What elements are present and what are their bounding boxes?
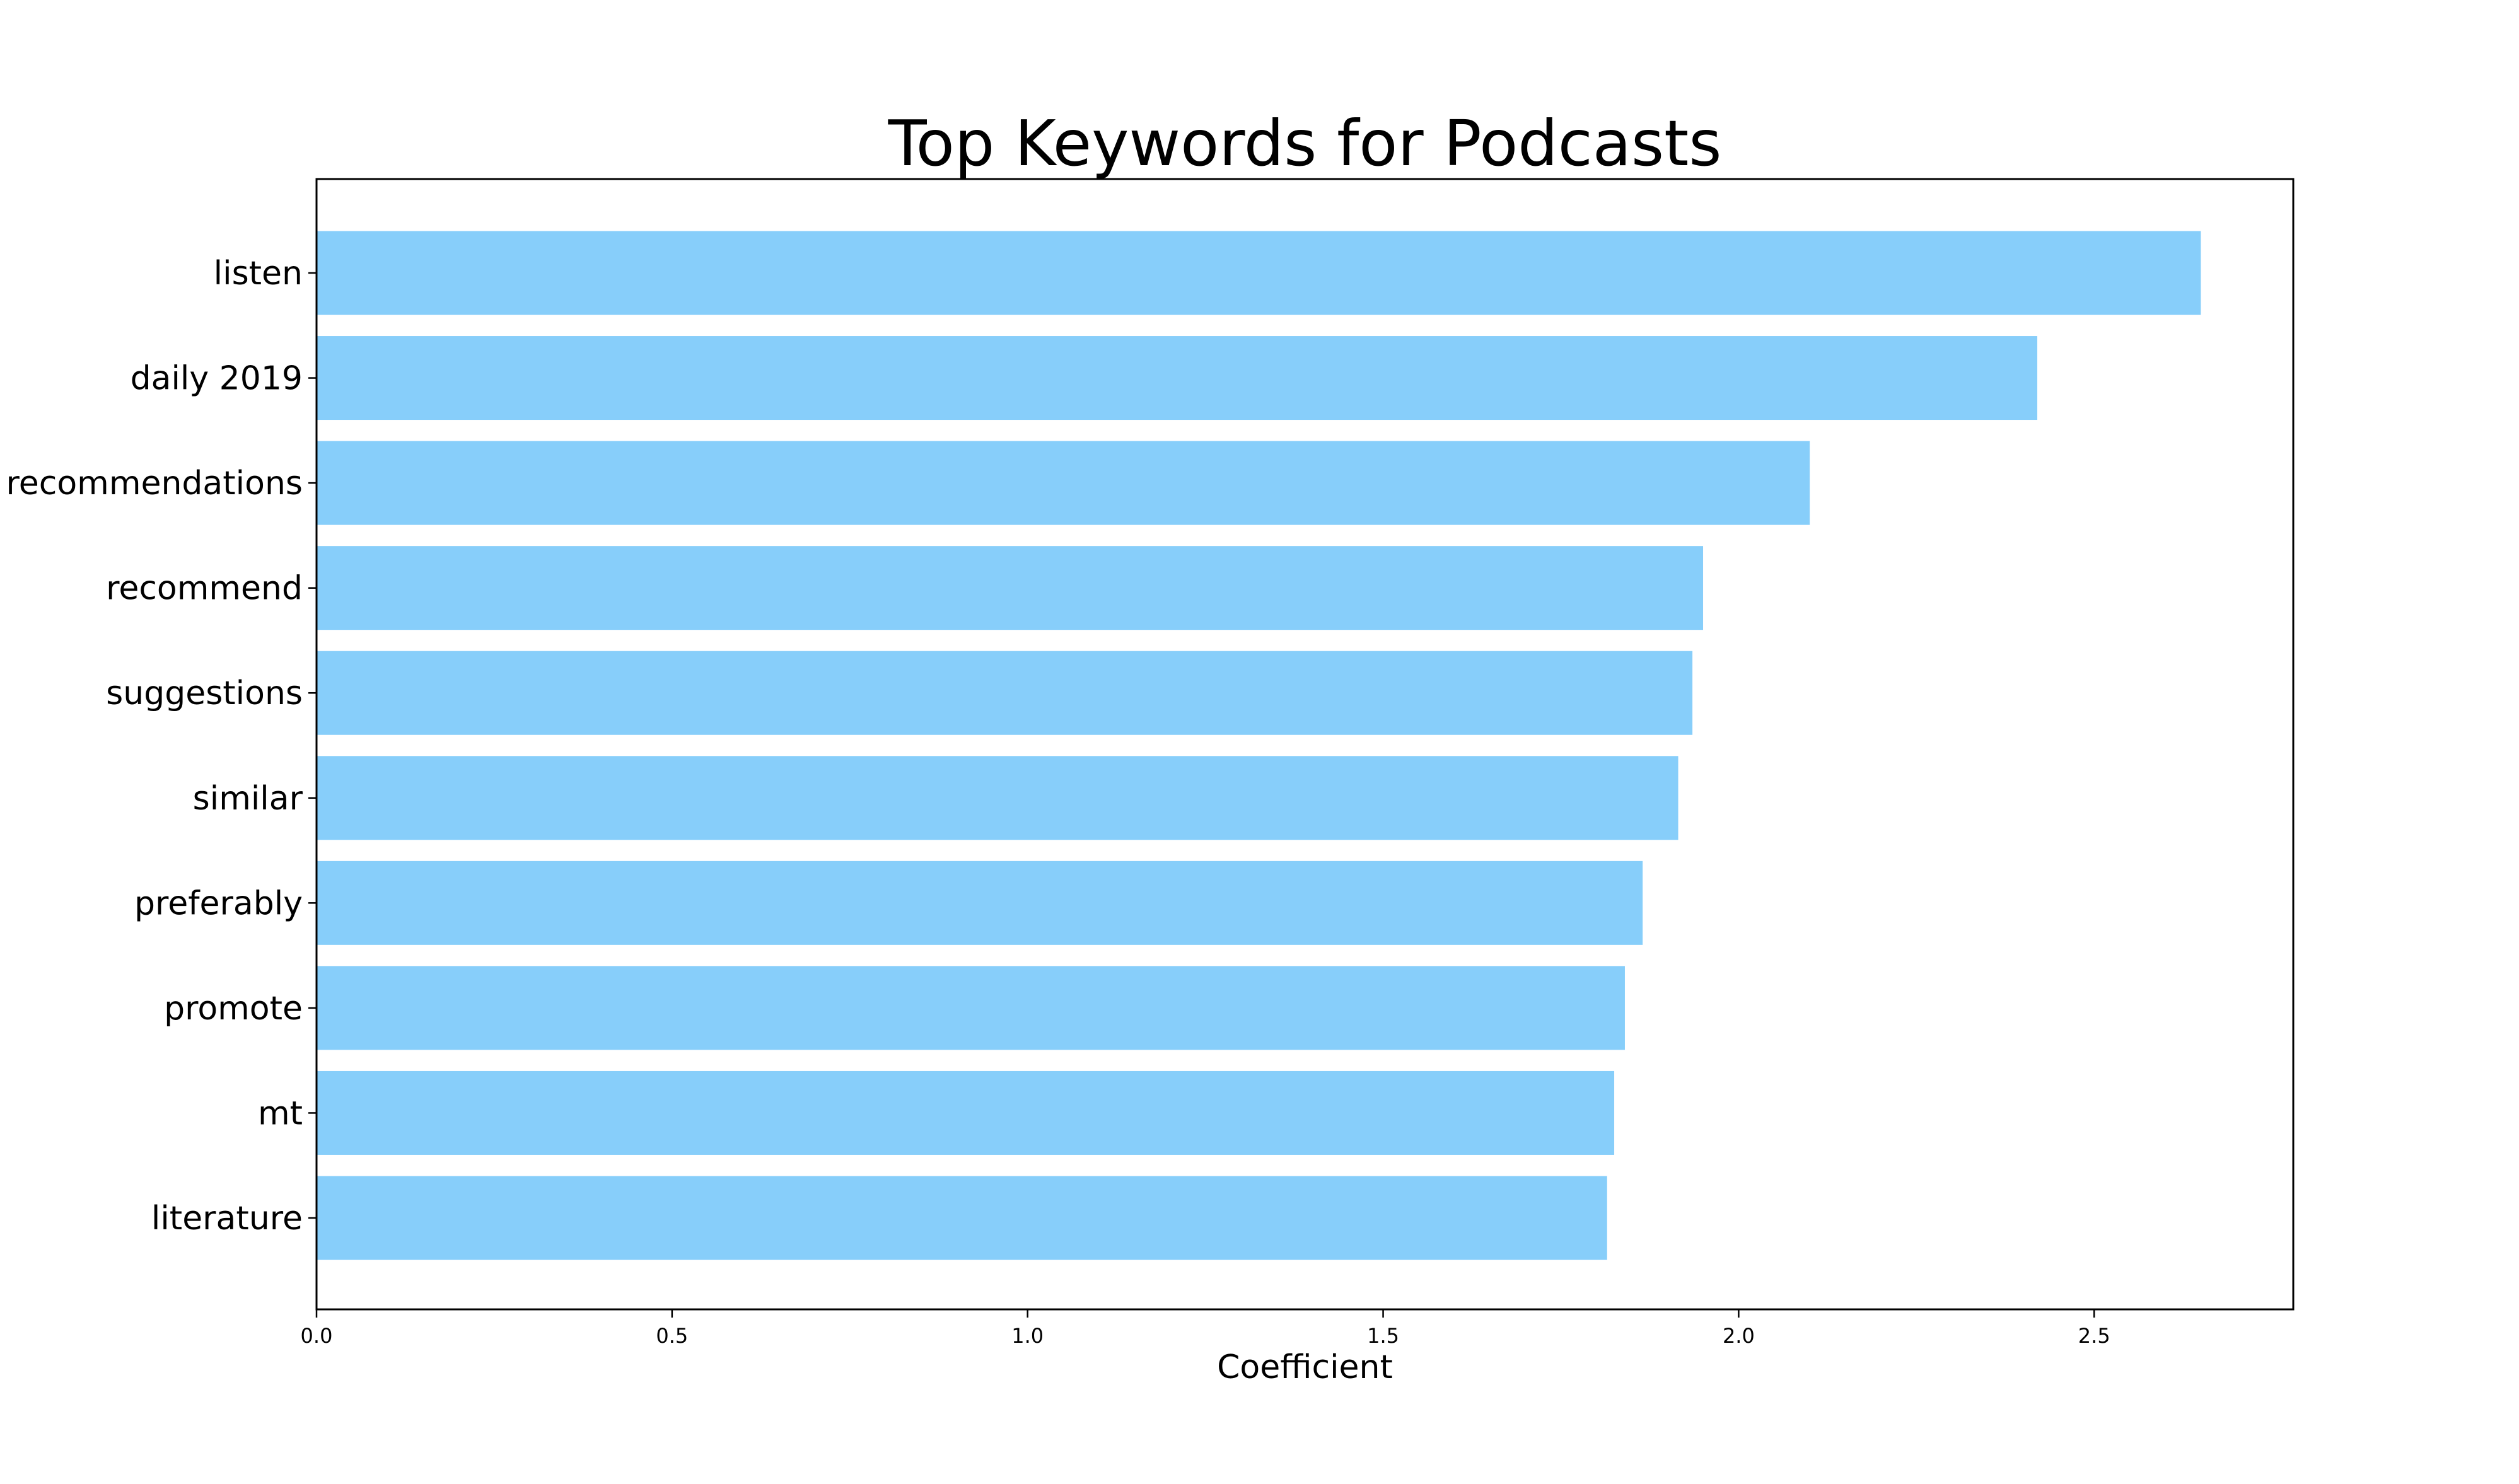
bar-suggestions — [317, 651, 1693, 735]
y-tick-label: daily 2019 — [131, 360, 303, 398]
y-tick-label: similar — [193, 780, 303, 818]
y-axis: listen daily 2019 recommendations recommend… — [6, 255, 317, 1238]
bars-layer — [317, 231, 2201, 1260]
bar-preferably — [317, 861, 1643, 945]
x-tick-label: 2.5 — [2078, 1324, 2110, 1348]
x-tick-label: 1.0 — [1011, 1324, 1044, 1348]
y-tick-label: listen — [214, 255, 303, 293]
bar-recommendations — [317, 441, 1810, 525]
y-tick-label: literature — [151, 1200, 303, 1238]
y-tick-label: mt — [258, 1094, 303, 1132]
x-tick-label: 2.0 — [1723, 1324, 1755, 1348]
y-tick-label: recommend — [106, 570, 303, 608]
bar-promote — [317, 966, 1625, 1050]
y-tick-label: promote — [164, 990, 303, 1028]
y-tick-label: preferably — [134, 884, 303, 922]
x-tick-label: 1.5 — [1367, 1324, 1399, 1348]
x-tick-label: 0.0 — [301, 1324, 333, 1348]
bar-recommend — [317, 546, 1704, 630]
x-tick-label: 0.5 — [656, 1324, 688, 1348]
bar-literature — [317, 1176, 1607, 1260]
plot-frame — [315, 178, 2295, 1311]
bar-daily-2019 — [317, 336, 2038, 420]
x-axis-label: Coefficient — [1217, 1348, 1393, 1386]
y-tick-label: recommendations — [6, 465, 303, 502]
bar-mt — [317, 1070, 1615, 1155]
y-tick-label: suggestions — [106, 675, 303, 712]
bar-listen — [317, 231, 2201, 315]
chart-title: Top Keywords for Podcasts — [888, 107, 1722, 180]
x-axis: 0.0 0.5 1.0 1.5 2.0 2.5 — [301, 1309, 2110, 1348]
bar-similar — [317, 756, 1678, 840]
